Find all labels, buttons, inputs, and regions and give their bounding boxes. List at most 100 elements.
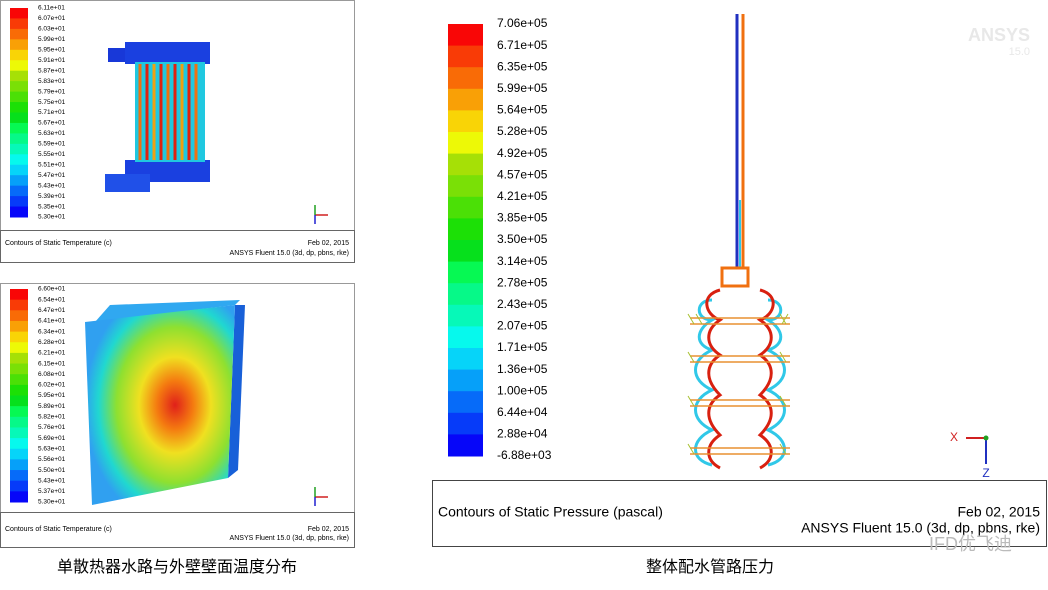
legend-label: 5.95e+01 xyxy=(38,392,66,399)
legend-label: 5.87e+01 xyxy=(38,67,66,74)
color-swatch xyxy=(10,374,28,386)
footer-title: Contours of Static Temperature (c) xyxy=(5,526,112,533)
legend-label: 6.47e+01 xyxy=(38,307,66,314)
legend-label: 5.50e+01 xyxy=(38,467,66,474)
legend-label: 5.71e+01 xyxy=(38,109,66,116)
watermark: IFD优飞迪 xyxy=(929,534,1012,554)
color-swatch xyxy=(10,406,28,418)
legend-label: 2.43e+05 xyxy=(497,297,548,311)
legend-label: 5.43e+01 xyxy=(38,182,66,189)
color-swatch xyxy=(10,133,28,145)
color-swatch xyxy=(10,70,28,82)
legend-label: 5.75e+01 xyxy=(38,99,66,106)
legend-label: 5.59e+01 xyxy=(38,141,66,148)
footer-box xyxy=(0,230,355,263)
color-swatch xyxy=(448,175,483,198)
color-swatch xyxy=(10,470,28,482)
legend-label: 6.11e+01 xyxy=(38,5,65,12)
color-swatch xyxy=(448,434,483,457)
legend-label: 6.34e+01 xyxy=(38,328,66,335)
legend-label: 6.07e+01 xyxy=(38,15,66,22)
color-swatch xyxy=(448,348,483,371)
legend-label: 5.67e+01 xyxy=(38,120,66,127)
color-swatch xyxy=(448,110,483,133)
legends: 6.11e+01 6.07e+01 6.03e+01 5.99e+01 5.95e+01… xyxy=(10,5,552,506)
legend-label: 6.41e+01 xyxy=(38,318,66,325)
color-swatch xyxy=(10,438,28,450)
legend-label: 5.99e+05 xyxy=(497,81,548,95)
legend-label: 5.99e+01 xyxy=(38,36,66,43)
legend-label: 6.60e+01 xyxy=(38,286,66,293)
legend-label: 5.63e+01 xyxy=(38,445,66,452)
legend-label: 6.71e+05 xyxy=(497,38,548,52)
color-swatch xyxy=(448,132,483,155)
color-swatch xyxy=(10,331,28,343)
color-swatch xyxy=(10,427,28,439)
legend-label: 6.54e+01 xyxy=(38,296,66,303)
logo-version: 15.0 xyxy=(1009,46,1030,58)
color-swatch xyxy=(10,459,28,471)
legend-label: 5.39e+01 xyxy=(38,193,66,200)
color-swatch xyxy=(10,91,28,103)
legend-label: 3.50e+05 xyxy=(497,232,548,246)
legend-label: 6.15e+01 xyxy=(38,360,66,367)
footer-title: Contours of Static Pressure (pascal) xyxy=(438,504,663,520)
legend-label: 2.88e+04 xyxy=(497,427,548,441)
legend-label: 5.30e+01 xyxy=(38,499,66,506)
color-swatch xyxy=(10,18,28,30)
color-swatch xyxy=(10,342,28,354)
legend-label: 5.83e+01 xyxy=(38,78,66,85)
color-swatch xyxy=(10,60,28,72)
color-swatch xyxy=(10,8,28,19)
caption: 整体配水管路压力 xyxy=(646,558,774,576)
color-swatch xyxy=(10,320,28,333)
legend-label: 4.57e+05 xyxy=(497,167,548,181)
color-swatch xyxy=(10,49,28,61)
legend-label: 5.37e+01 xyxy=(38,488,66,495)
legend-label: 1.00e+05 xyxy=(497,383,548,397)
legend-label: 5.64e+05 xyxy=(497,103,548,117)
pipe-model xyxy=(687,14,790,470)
color-swatch xyxy=(10,175,28,187)
color-swatch xyxy=(10,299,28,311)
color-swatch xyxy=(10,448,28,460)
footer-software: ANSYS Fluent 15.0 (3d, dp, pbns, rke) xyxy=(801,520,1040,536)
legend-label: 6.21e+01 xyxy=(38,350,66,357)
color-swatch xyxy=(448,196,483,219)
legend-label: 3.85e+05 xyxy=(497,211,548,225)
footer-date: Feb 02, 2015 xyxy=(308,526,349,533)
color-swatch xyxy=(10,112,28,124)
legend-label: 5.55e+01 xyxy=(38,151,66,158)
legend-label: 5.63e+01 xyxy=(38,130,66,137)
color-swatch xyxy=(10,122,28,134)
footer-software: ANSYS Fluent 15.0 (3d, dp, pbns, rke) xyxy=(230,250,349,257)
color-swatch xyxy=(10,289,28,301)
color-swatch xyxy=(10,352,28,365)
legend-label: 5.51e+01 xyxy=(38,161,66,168)
legend-label: 5.89e+01 xyxy=(38,403,66,410)
color-swatch xyxy=(10,196,28,208)
color-swatch xyxy=(10,28,28,40)
color-swatch xyxy=(448,391,483,414)
color-swatch xyxy=(10,81,28,93)
color-swatch xyxy=(448,88,483,111)
legend-label: 1.36e+05 xyxy=(497,362,548,376)
legend-label: 5.56e+01 xyxy=(38,456,66,463)
color-swatch xyxy=(10,185,28,197)
legend-label: 2.78e+05 xyxy=(497,275,548,289)
color-swatch xyxy=(10,491,28,503)
color-swatch xyxy=(10,39,28,51)
color-swatch xyxy=(10,480,28,492)
color-swatch xyxy=(10,154,28,166)
color-swatch xyxy=(448,304,483,327)
axis-triad xyxy=(314,205,328,506)
legend-label: 4.92e+05 xyxy=(497,146,548,160)
legend-label: 6.28e+01 xyxy=(38,339,66,346)
legend-label: 5.91e+01 xyxy=(38,57,66,64)
legend-label: 5.82e+01 xyxy=(38,414,66,421)
footer-box xyxy=(432,480,1047,547)
legend-label: 3.14e+05 xyxy=(497,254,548,268)
color-swatch xyxy=(448,45,483,68)
footer-box xyxy=(0,512,355,548)
